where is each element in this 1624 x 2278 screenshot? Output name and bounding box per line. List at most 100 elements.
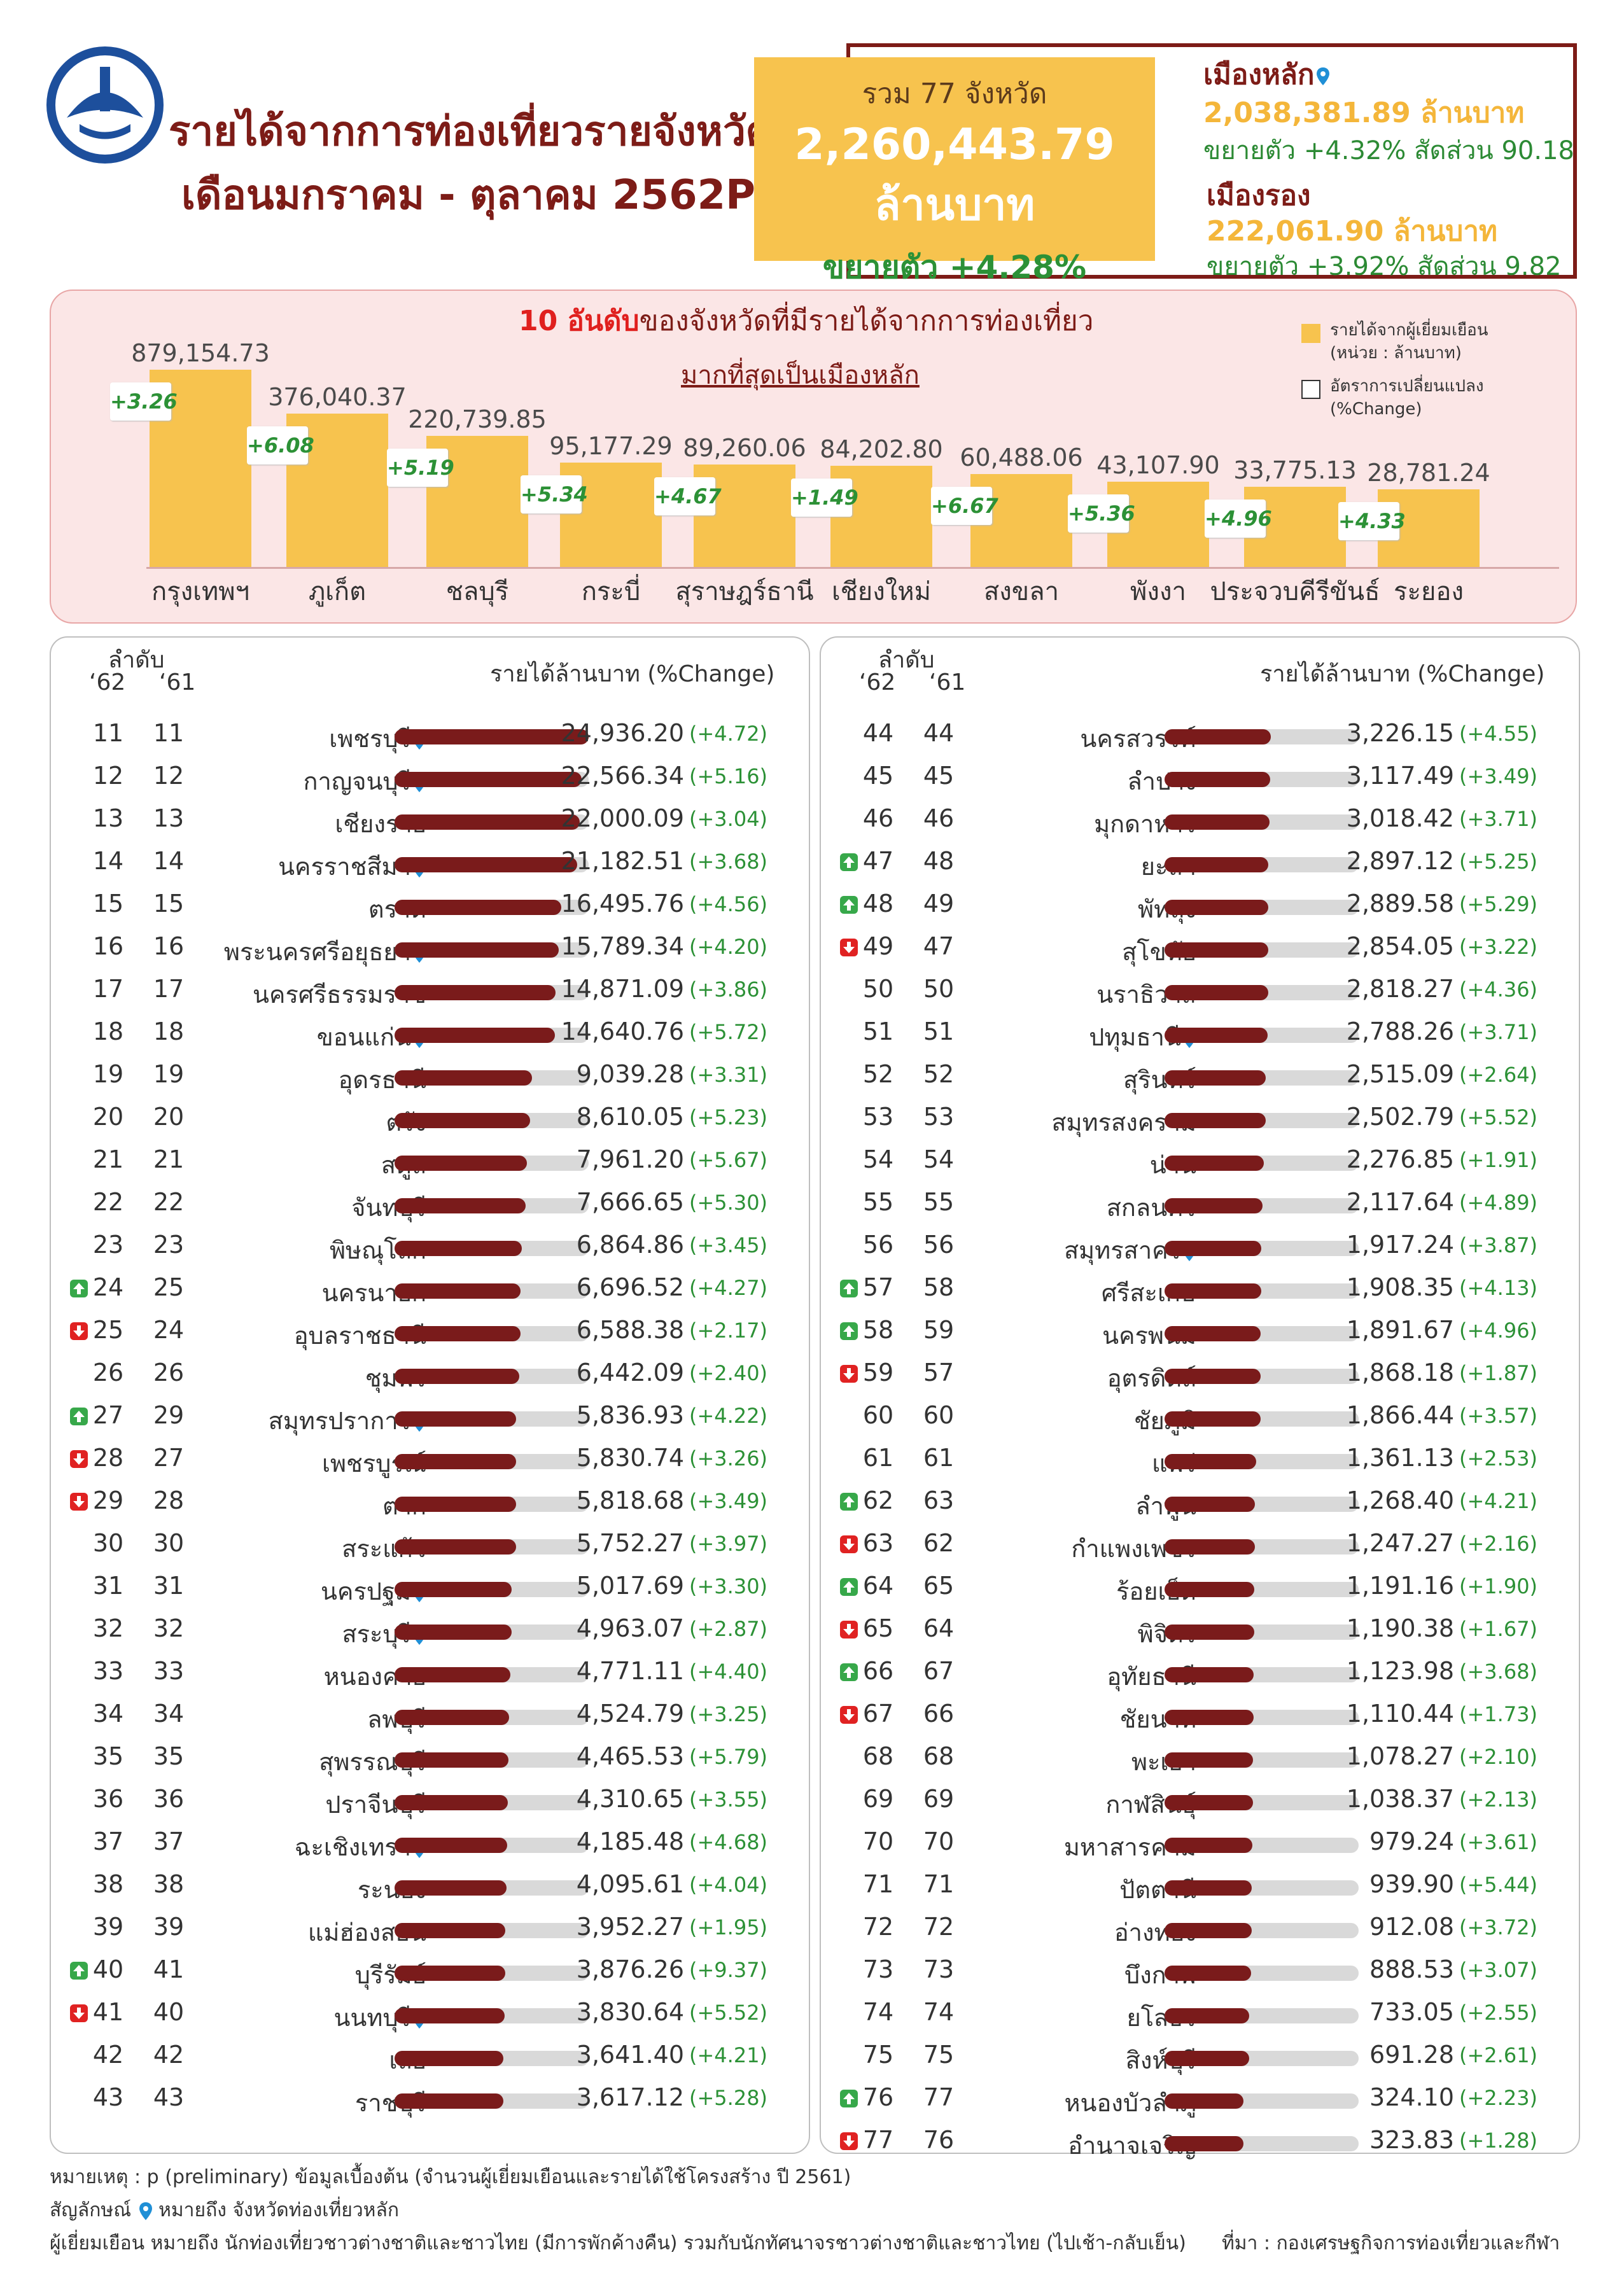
rank-2561: 75 (923, 2041, 955, 2069)
income-bar-fill (395, 942, 559, 958)
table-row: 24 25 นครนายก 6,696.52 (+4.27) (51, 1268, 811, 1310)
rank-2562: 26 (92, 1359, 124, 1387)
table-row: 4748ยะลา2,897.12(+5.25) (821, 842, 1581, 884)
table-row: 4242เลย3,641.40(+4.21) (51, 2036, 811, 2078)
income-change: (+2.23) (1459, 2086, 1538, 2110)
table-row: 11 11 เพชรบุรี 24,936.20 (+4.72) (51, 714, 811, 756)
page-title: รายได้จากการท่องเที่ยวรายจังหวัด (169, 108, 773, 155)
income-value: 15,789.34 (561, 932, 684, 960)
rank-2562: 39 (92, 1913, 124, 1941)
rank-2562: 37 (92, 1827, 124, 1855)
income-value: 2,515.09 (1346, 1060, 1454, 1088)
table-row: 49 47 สุโขทัย 2,854.05 (+3.22) (821, 927, 1581, 969)
income-change: (+5.29) (1459, 892, 1538, 916)
income-change: (+5.52) (1459, 1105, 1538, 1129)
province-name-text: นครราชสีมา (278, 853, 411, 881)
rank-2562: 62 (862, 1486, 894, 1514)
top10-value-label: 89,260.06 (683, 433, 806, 462)
rank-down-arrow-icon (840, 1365, 858, 1383)
table-row: 73 73 บึงกาฬ 888.53 (+3.07) (821, 1950, 1581, 1992)
rank-2562: 30 (92, 1529, 124, 1557)
table-row: 37 37 ฉะเชิงเทรา 4,185.48 (+4.68) (51, 1822, 811, 1864)
income-value: 1,917.24 (1346, 1231, 1454, 1259)
rank-2561: 40 (153, 1998, 185, 2026)
income-value: 1,868.18 (1346, 1359, 1454, 1387)
rank-2562: 47 (862, 847, 894, 875)
income-change: (+3.49) (689, 1489, 768, 1513)
rank-up-arrow-icon (840, 1322, 858, 1340)
income-value: 323.83 (1369, 2126, 1454, 2154)
rank-2562: 16 (92, 932, 124, 960)
table-row: 5454น่าน2,276.85(+1.91) (821, 1140, 1581, 1182)
income-bar-fill (395, 1966, 505, 1981)
income-value: 6,864.86 (576, 1231, 684, 1259)
top10-province-label: สุราษฎร์ธานี (675, 577, 814, 606)
table-row: 66 67 อุทัยธานี 1,123.98 (+3.68) (821, 1652, 1581, 1694)
rank-2561: 18 (153, 1017, 185, 1045)
income-change: (+4.36) (1459, 977, 1538, 1002)
table-row: 3434ลพบุรี4,524.79(+3.25) (51, 1695, 811, 1736)
income-change: (+3.07) (1459, 1958, 1538, 1982)
income-bar-fill (395, 814, 580, 830)
income-bar-fill (395, 1411, 516, 1427)
income-change: (+5.16) (689, 764, 768, 788)
table-row: 76 77 หนองบัวลำภู 324.10 (+2.23) (821, 2078, 1581, 2120)
top10-change-badge: +3.26 (110, 382, 178, 421)
rank-2562: 68 (862, 1742, 894, 1770)
rank-2562: 18 (92, 1017, 124, 1045)
footer-symbol: สัญลักษณ์ หมายถึง จังหวัดท่องเที่ยวหลัก (50, 2199, 399, 2221)
rank-2561: 32 (153, 1614, 185, 1642)
rank-2562: 51 (862, 1017, 894, 1045)
income-bar-fill (395, 1283, 521, 1299)
income-change: (+4.22) (689, 1404, 768, 1428)
income-value: 5,752.27 (576, 1529, 684, 1557)
rank-2562: 71 (862, 1870, 894, 1898)
rank-2561: 11 (153, 719, 185, 747)
income-value: 6,696.52 (576, 1273, 684, 1301)
income-change: (+2.16) (1459, 1532, 1538, 1556)
rank-2562: 38 (92, 1870, 124, 1898)
rank-2561: 51 (923, 1017, 955, 1045)
rank-2561: 22 (153, 1188, 185, 1216)
income-change: (+3.49) (1459, 764, 1538, 788)
rank-2561: 49 (923, 890, 955, 918)
income-bar-fill (395, 1625, 512, 1640)
rank-2561: 76 (923, 2126, 955, 2154)
page-subtitle: เดือนมกราคม - ตุลาคม 2562P (181, 172, 756, 219)
rank-2562: 67 (862, 1700, 894, 1728)
income-bar-track (395, 1411, 589, 1427)
income-change: (+3.71) (1459, 807, 1538, 831)
income-change: (+4.72) (689, 722, 768, 746)
province-name-text: พระนครศรีอยุธยา (223, 938, 411, 966)
table-row: 27 29 สมุทรปราการ 5,836.93 (+4.22) (51, 1396, 811, 1438)
income-bar-fill (1165, 1028, 1268, 1043)
income-change: (+5.25) (1459, 849, 1538, 874)
table-row: 6564พิจิตร1,190.38(+1.67) (821, 1609, 1581, 1651)
rank-2562: 50 (862, 975, 894, 1003)
rank-2561: 41 (153, 1955, 185, 1983)
table-row: 64 65 ร้อยเอ็ด 1,191.16 (+1.90) (821, 1567, 1581, 1609)
income-bar-fill (1165, 1241, 1261, 1256)
total-unit: ล้านบาท (874, 180, 1035, 230)
table-row: 32 32 สระบุรี 4,963.07 (+2.87) (51, 1609, 811, 1651)
income-bar-track (1165, 985, 1359, 1000)
table-row: 30 30 สระแก้ว 5,752.27 (+3.97) (51, 1524, 811, 1566)
income-change: (+3.86) (689, 977, 768, 1002)
income-label: รายได้ล้านบาท (%Change) (490, 661, 775, 687)
table-row: 71 71 ปัตตานี 939.90 (+5.44) (821, 1865, 1581, 1907)
income-value: 1,908.35 (1346, 1273, 1454, 1301)
income-change: (+3.30) (689, 1574, 768, 1598)
secondary-city-label: เมืองรอง (1207, 179, 1311, 212)
income-value: 733.05 (1369, 1998, 1454, 2026)
income-value: 22,566.34 (561, 762, 684, 790)
income-value: 2,897.12 (1346, 847, 1454, 875)
total-count-label: รวม 77 จังหวัด (862, 78, 1047, 110)
rank-2562: 59 (862, 1359, 894, 1387)
province-name: สมุทรปราการ (269, 1401, 426, 1440)
income-value: 8,610.05 (576, 1103, 684, 1131)
income-value: 324.10 (1369, 2083, 1454, 2111)
rank-2562: 55 (862, 1188, 894, 1216)
top10-value-label: 376,040.37 (268, 383, 407, 412)
income-bar-track (395, 1880, 589, 1896)
income-bar-fill (395, 1923, 505, 1938)
